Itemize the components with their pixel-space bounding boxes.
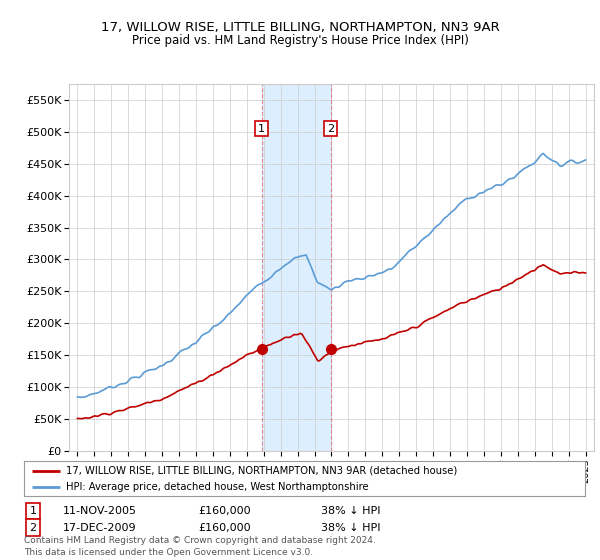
Text: 11-NOV-2005: 11-NOV-2005 (63, 506, 137, 516)
Text: 2: 2 (29, 522, 37, 533)
Text: 17-DEC-2009: 17-DEC-2009 (63, 522, 137, 533)
Text: 17, WILLOW RISE, LITTLE BILLING, NORTHAMPTON, NN3 9AR (detached house): 17, WILLOW RISE, LITTLE BILLING, NORTHAM… (66, 465, 457, 475)
Text: 2: 2 (327, 124, 334, 134)
Text: 17, WILLOW RISE, LITTLE BILLING, NORTHAMPTON, NN3 9AR: 17, WILLOW RISE, LITTLE BILLING, NORTHAM… (101, 21, 499, 34)
Text: Price paid vs. HM Land Registry's House Price Index (HPI): Price paid vs. HM Land Registry's House … (131, 34, 469, 46)
Text: Contains HM Land Registry data © Crown copyright and database right 2024.
This d: Contains HM Land Registry data © Crown c… (24, 536, 376, 557)
Text: 38% ↓ HPI: 38% ↓ HPI (321, 506, 380, 516)
Text: £160,000: £160,000 (198, 522, 251, 533)
Bar (262, 84, 331, 451)
Text: 38% ↓ HPI: 38% ↓ HPI (321, 522, 380, 533)
Text: 1: 1 (258, 124, 265, 134)
Text: £160,000: £160,000 (198, 506, 251, 516)
Text: 1: 1 (29, 506, 37, 516)
Text: HPI: Average price, detached house, West Northamptonshire: HPI: Average price, detached house, West… (66, 482, 368, 492)
